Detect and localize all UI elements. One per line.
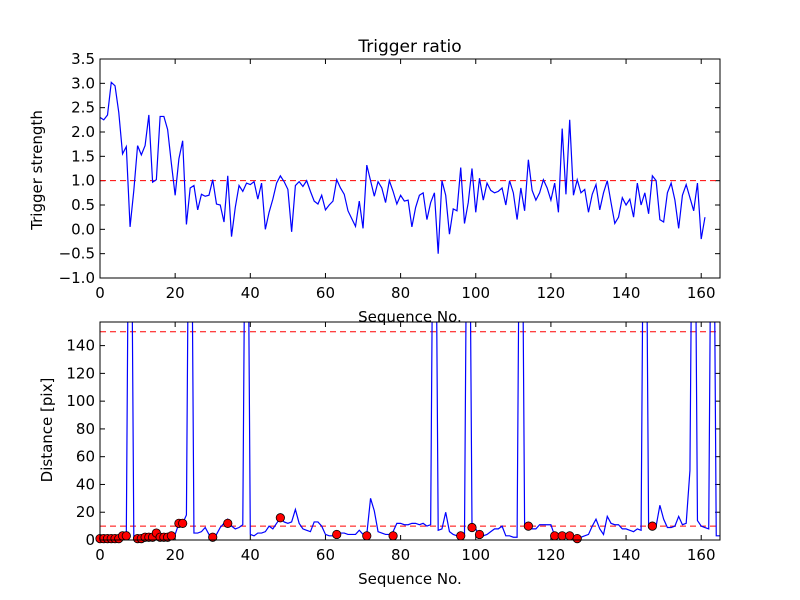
x-tick-label: 60: [316, 546, 335, 564]
x-tick-label: 20: [166, 546, 185, 564]
trigger-ratio-chart: Trigger ratio Sequence No. Trigger stren…: [28, 37, 721, 326]
y-axis-label: Distance [pix]: [38, 378, 56, 483]
data-point-marker: [456, 531, 466, 541]
x-tick-label: 160: [687, 546, 716, 564]
data-series: [100, 322, 720, 540]
data-point-marker: [178, 518, 188, 528]
axis-ticks: 0 20 40 60 80 100 120 140 160 0 20 40 60 80 100 120 140: [66, 322, 720, 564]
y-tick-label: 2.5: [71, 99, 95, 117]
x-tick-label: 140: [612, 284, 641, 302]
plot-frame: [99, 58, 721, 279]
distance-chart: Sequence No. Distance [pix] 0 20 40 60 80 100…: [38, 321, 721, 588]
y-tick-label: 0: [85, 531, 95, 549]
x-tick-label: 80: [391, 546, 410, 564]
x-tick-label: 40: [241, 284, 260, 302]
data-markers: [95, 513, 657, 544]
x-tick-label: 120: [537, 284, 566, 302]
y-tick-label: 60: [76, 448, 95, 466]
y-tick-label: 0.0: [71, 220, 95, 238]
x-tick-label: 100: [461, 546, 490, 564]
y-tick-label: −1.0: [59, 269, 95, 287]
x-tick-label: 0: [95, 284, 105, 302]
data-point-marker: [572, 534, 582, 544]
axis-ticks: 0 20 40 60 80 100 120 140 160 −1.0 −0.5 0.0 0.5 1.0 1.…: [59, 50, 720, 302]
y-tick-label: 3.5: [71, 50, 95, 68]
y-tick-label: 140: [66, 337, 95, 355]
x-tick-label: 40: [241, 546, 260, 564]
y-tick-label: 100: [66, 392, 95, 410]
plot-frame: [99, 321, 721, 541]
series-line: [100, 81, 706, 254]
data-point-marker: [208, 532, 218, 542]
y-tick-label: 2.0: [71, 123, 95, 141]
data-point-marker: [166, 531, 176, 541]
data-point-marker: [121, 531, 131, 541]
threshold-lines: [100, 331, 720, 527]
data-point-marker: [467, 522, 477, 533]
x-tick-label: 80: [391, 284, 410, 302]
y-axis-label: Trigger strength: [28, 110, 46, 231]
y-tick-label: −0.5: [59, 245, 95, 263]
x-tick-label: 140: [612, 546, 641, 564]
x-axis-label: Sequence No.: [358, 308, 462, 326]
y-tick-label: 3.0: [71, 74, 95, 92]
y-tick-label: 40: [76, 475, 95, 493]
y-tick-label: 80: [76, 420, 95, 438]
data-point-marker: [332, 529, 342, 540]
data-point-marker: [523, 521, 533, 531]
y-tick-label: 0.5: [71, 196, 95, 214]
x-tick-label: 60: [316, 284, 335, 302]
data-series: [100, 81, 706, 254]
data-point-marker: [362, 531, 372, 541]
y-tick-label: 120: [66, 364, 95, 382]
y-tick-label: 1.0: [71, 172, 95, 190]
data-point-marker: [647, 521, 657, 531]
data-point-marker: [223, 518, 233, 528]
chart-title: Trigger ratio: [357, 37, 461, 57]
data-point-marker: [388, 531, 398, 541]
x-tick-label: 160: [687, 284, 716, 302]
x-tick-label: 100: [461, 284, 490, 302]
x-axis-label: Sequence No.: [358, 570, 462, 588]
series-line: [100, 322, 720, 540]
data-point-marker: [474, 529, 485, 540]
y-tick-label: 1.5: [71, 147, 95, 165]
x-tick-label: 0: [95, 546, 105, 564]
x-tick-label: 120: [537, 546, 566, 564]
data-point-marker: [275, 513, 285, 523]
y-tick-label: 20: [76, 503, 95, 521]
x-tick-label: 20: [166, 284, 185, 302]
